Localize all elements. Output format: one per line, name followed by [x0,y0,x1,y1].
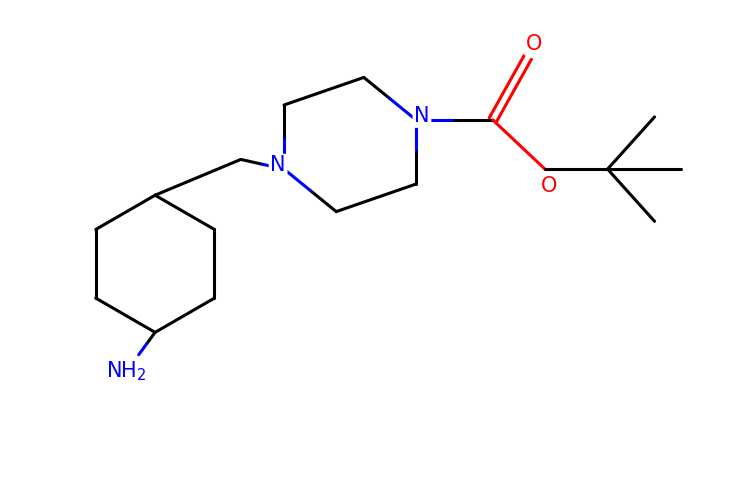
Text: NH$_2$: NH$_2$ [106,360,147,383]
Text: O: O [526,34,542,54]
Text: N: N [270,156,286,176]
Text: N: N [414,106,430,126]
Text: O: O [541,176,557,196]
